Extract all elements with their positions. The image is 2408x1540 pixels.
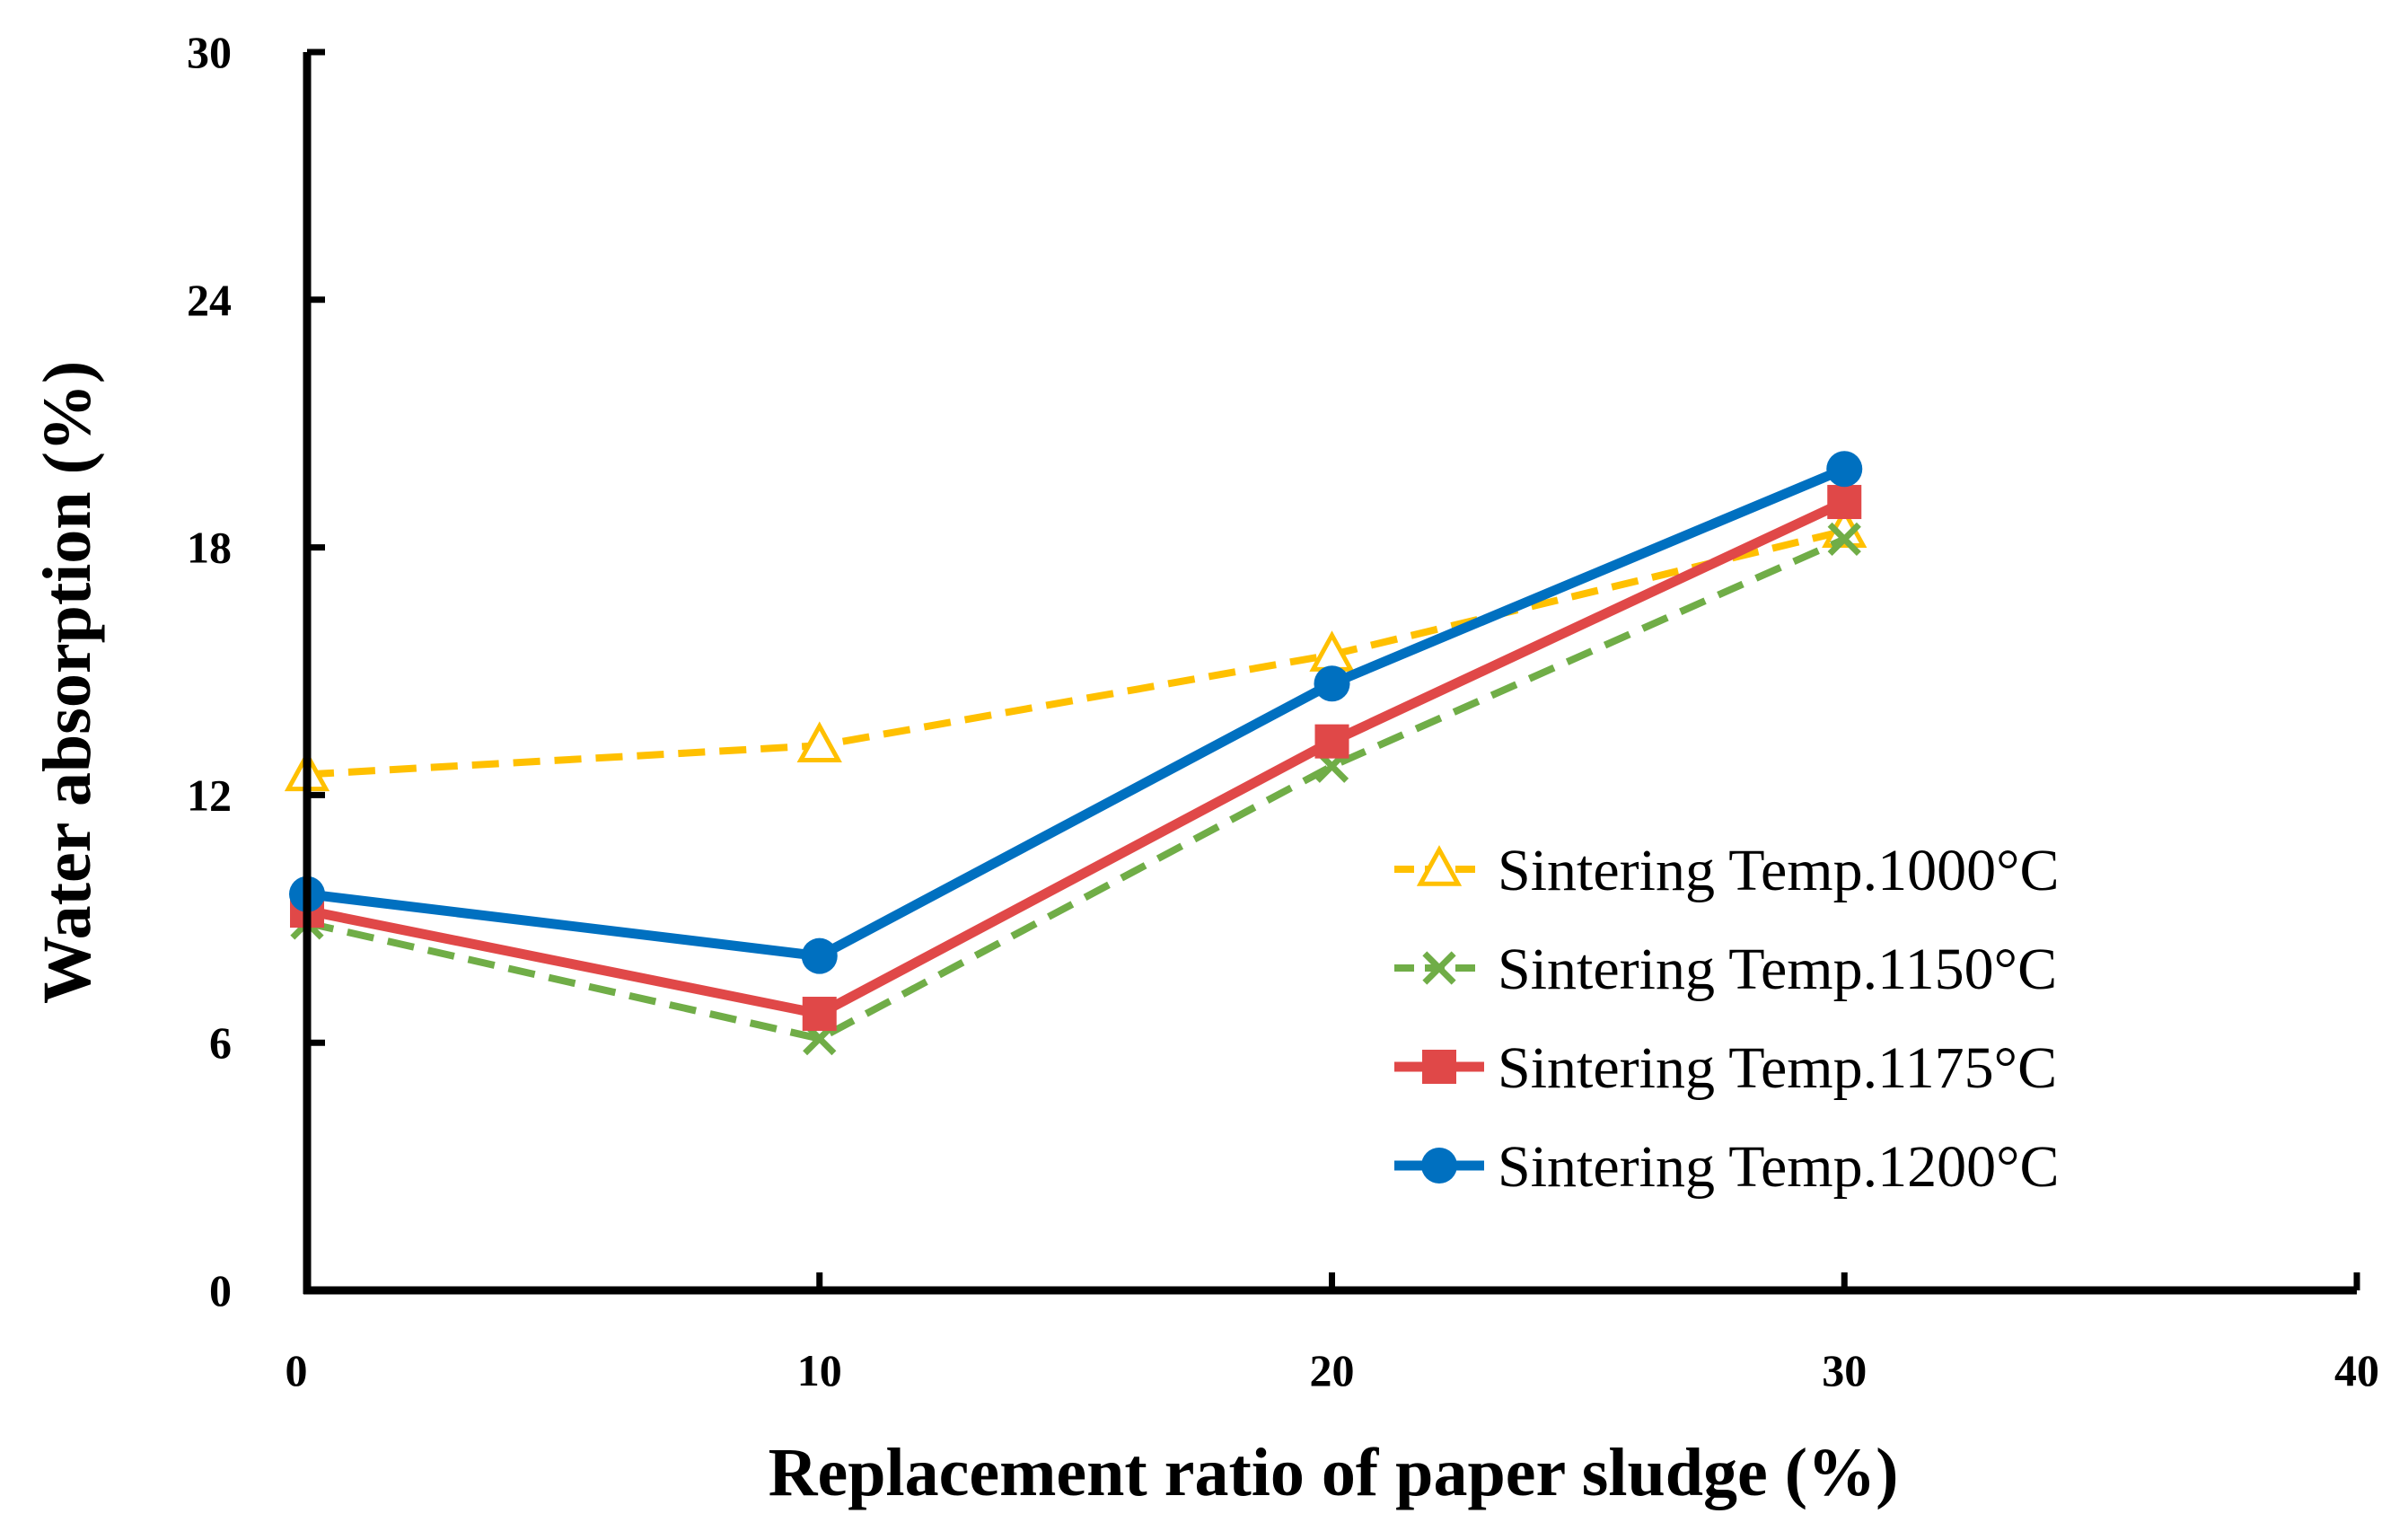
x-tick-label-2: 20 [1310, 1345, 1355, 1395]
series-layer [284, 451, 1868, 1056]
series-2-point-1 [802, 997, 837, 1032]
legend-entry-0: Sintering Temp.1000°C [1394, 838, 2060, 903]
legend-marker-2 [1422, 1050, 1456, 1084]
legend-label-3: Sintering Temp.1200°C [1498, 1134, 2060, 1200]
series-0 [284, 506, 1868, 792]
legend-marker-1 [1422, 951, 1456, 985]
legend: Sintering Temp.1000°C Sintering Temp.1150… [1394, 838, 2060, 1200]
x-tick-label-3: 30 [1822, 1345, 1867, 1395]
x-axis-title: Replacement ratio of paper sludge (%) [769, 1435, 1899, 1510]
legend-marker-1-stroke-b [1422, 951, 1456, 985]
series-3-point-1 [801, 937, 838, 974]
x-tick-label-4: 40 [2334, 1345, 2379, 1395]
series-2-point-2 [1314, 724, 1349, 759]
series-3-point-3 [1826, 451, 1863, 488]
legend-label-0: Sintering Temp.1000°C [1498, 838, 2060, 903]
series-1-point-3 [1827, 522, 1861, 557]
series-0-point-1 [796, 721, 842, 762]
series-2-line [305, 497, 1847, 1019]
legend-entry-1: Sintering Temp.1150°C [1394, 937, 2057, 1002]
series-1-line [306, 535, 1846, 1043]
y-tick-label-3: 18 [187, 523, 232, 573]
legend-entry-2: Sintering Temp.1175°C [1394, 1035, 2057, 1101]
series-1-point-3-stroke-b [1827, 522, 1861, 557]
y-tick-label-0: 0 [209, 1265, 232, 1316]
legend-marker-0 [1416, 845, 1463, 886]
series-3-point-2 [1314, 665, 1350, 702]
series-2 [290, 485, 1862, 1032]
y-tick-label-2: 12 [187, 770, 232, 820]
legend-entry-3: Sintering Temp.1200°C [1394, 1134, 2060, 1200]
axes: 0 6 12 18 24 30 0 10 20 30 40 [187, 27, 2379, 1395]
series-2-point-3 [1827, 485, 1862, 520]
y-tick-label-1: 6 [209, 1017, 232, 1068]
x-tick-label-1: 10 [797, 1345, 842, 1395]
series-3-line [306, 464, 1847, 962]
legend-label-1: Sintering Temp.1150°C [1498, 937, 2057, 1002]
y-tick-label-4: 24 [187, 275, 232, 325]
y-tick-label-5: 30 [187, 27, 232, 77]
x-tick-label-0: 0 [286, 1345, 308, 1395]
legend-label-2: Sintering Temp.1175°C [1498, 1035, 2057, 1101]
legend-marker-3 [1421, 1148, 1457, 1184]
series-3 [289, 451, 1863, 974]
y-axis-title: Water absorption (%) [30, 361, 105, 1004]
series-0-line [306, 527, 1846, 779]
